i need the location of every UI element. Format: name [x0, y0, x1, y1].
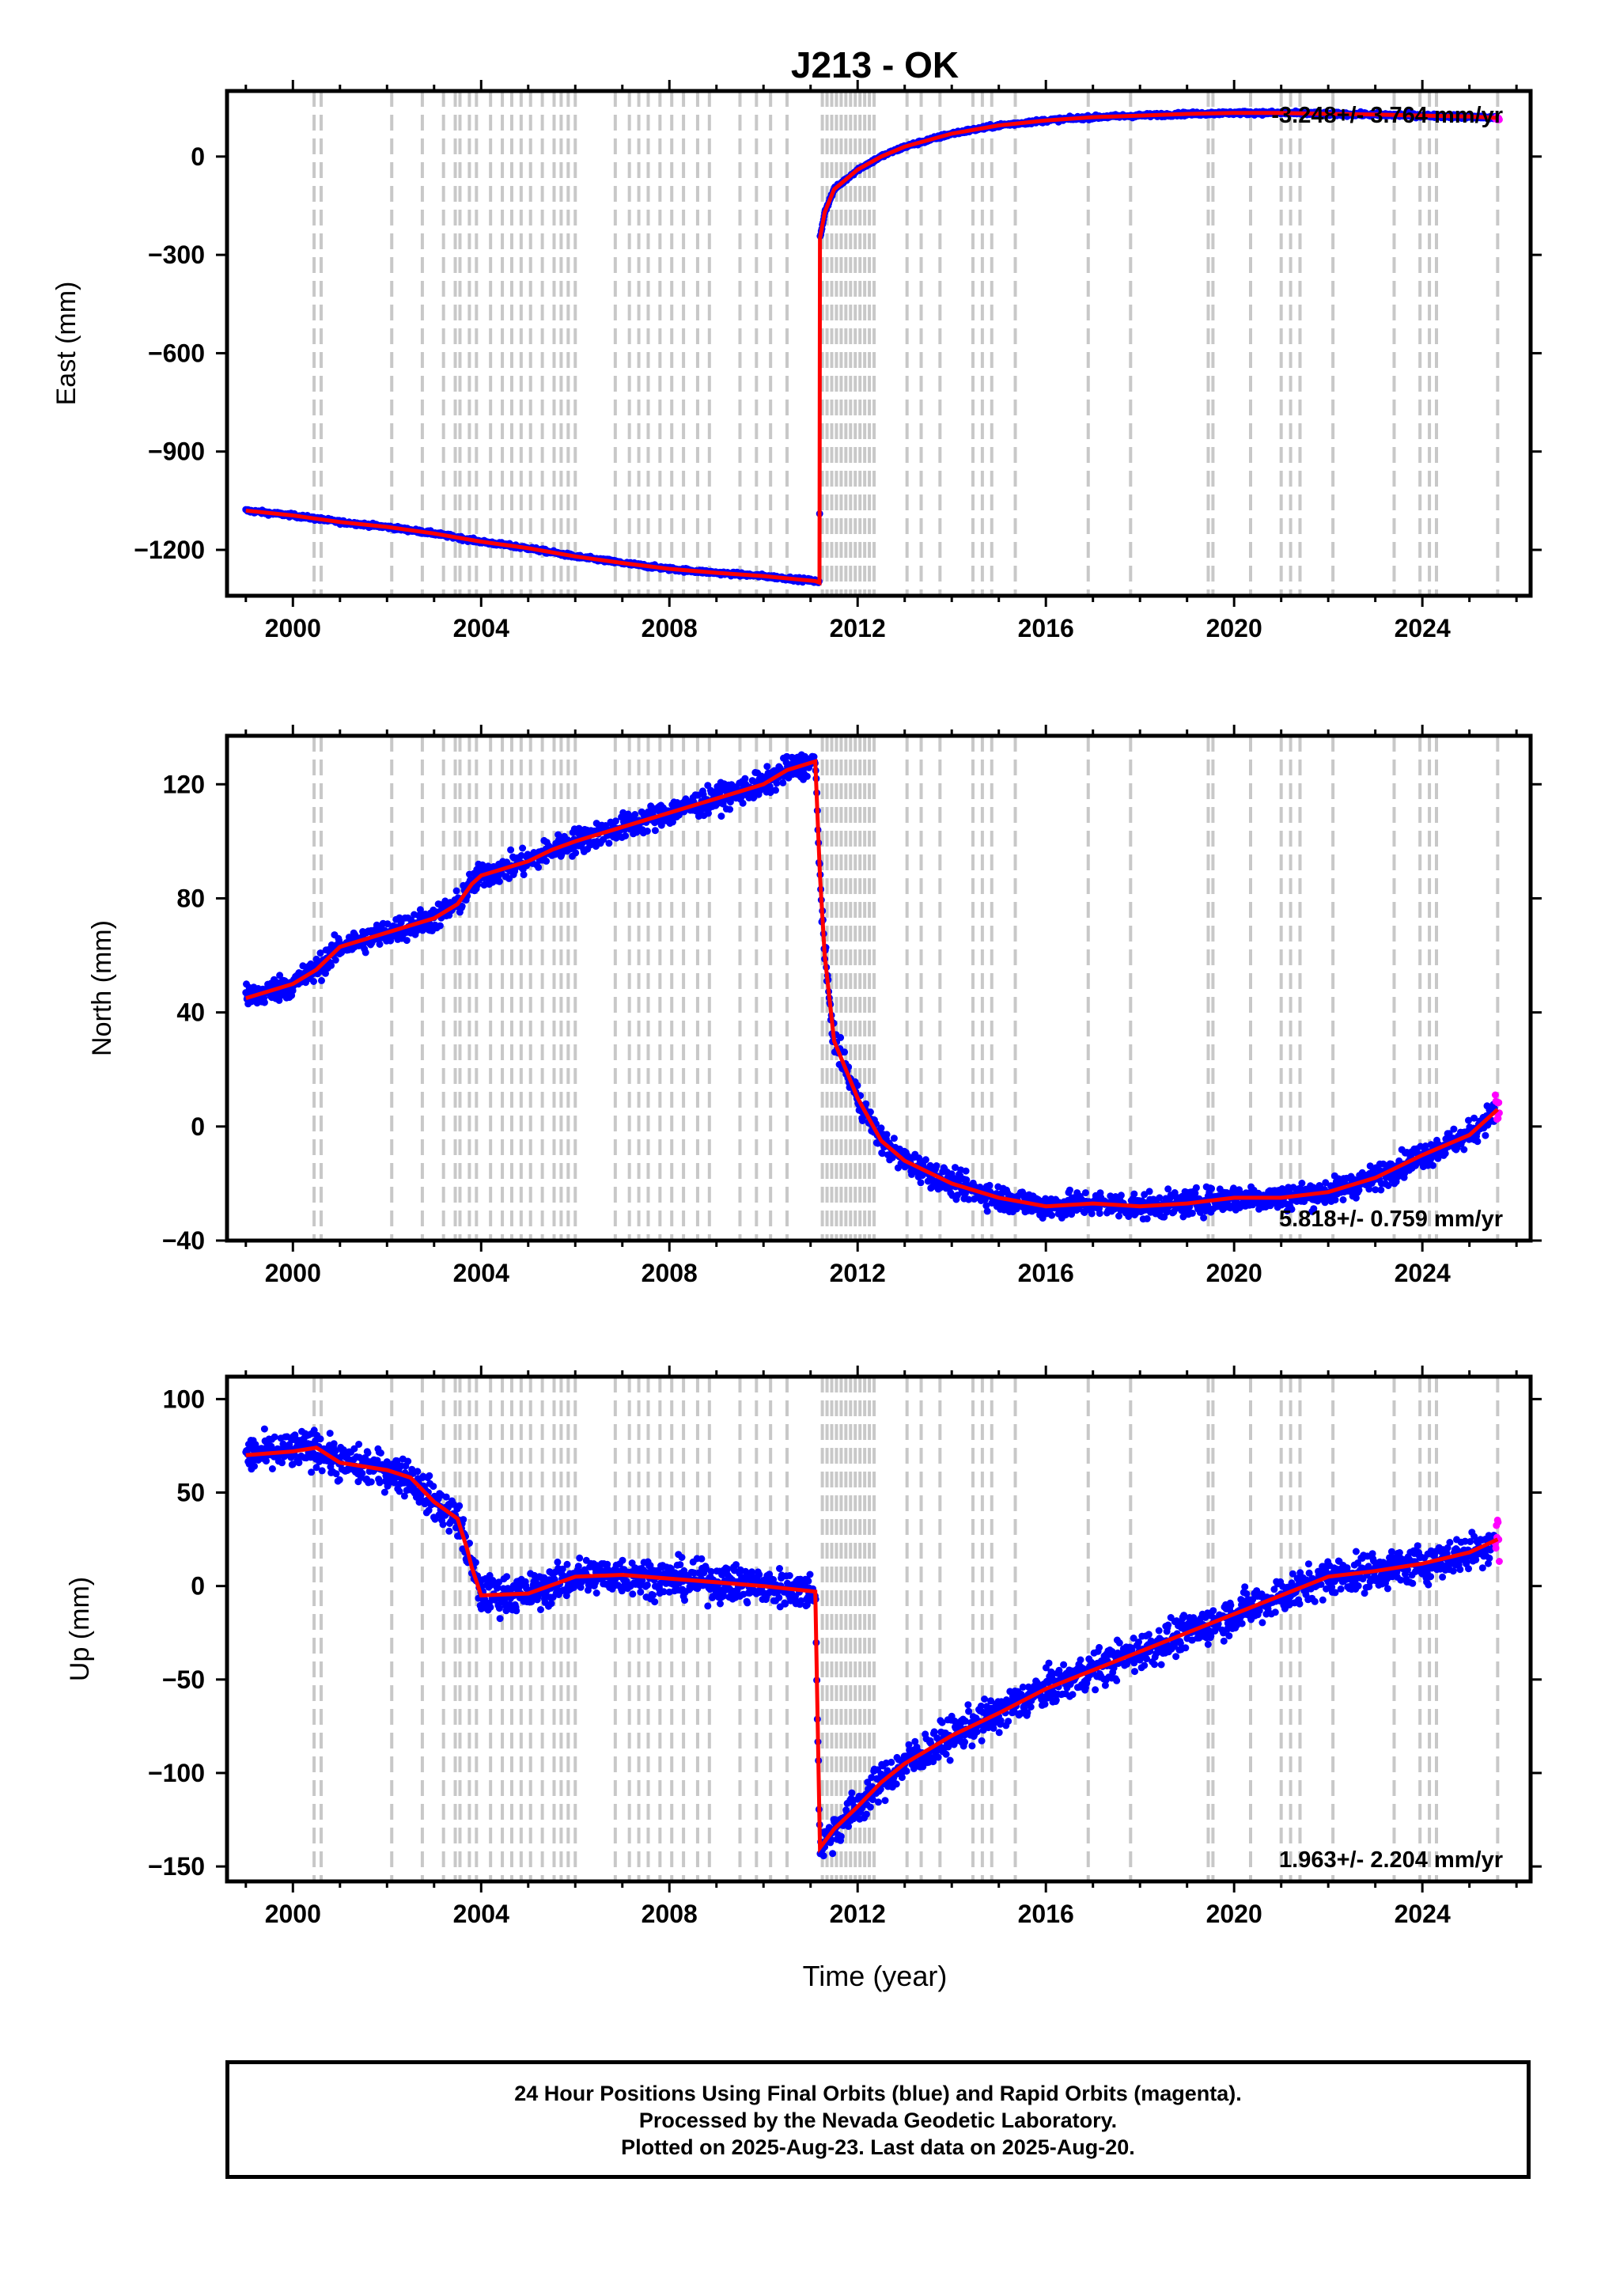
- final-orbit-points: [242, 107, 1499, 586]
- footer-line-3: Plotted on 2025-Aug-23. Last data on 202…: [621, 2135, 1135, 2159]
- y-tick-label: −100: [148, 1759, 205, 1787]
- chart-title: J213 - OK: [791, 44, 959, 85]
- x-tick-label: 2000: [265, 1259, 321, 1287]
- x-tick-label: 2024: [1395, 1259, 1451, 1287]
- observations: [242, 107, 1503, 586]
- x-tick-label: 2016: [1018, 1900, 1074, 1928]
- rate-label: 5.818+/- 0.759 mm/yr: [1279, 1207, 1503, 1232]
- footer-line-2: Processed by the Nevada Geodetic Laborat…: [638, 2108, 1118, 2132]
- plot-frame: [225, 733, 1533, 1243]
- x-tick-label: 2020: [1206, 1259, 1262, 1287]
- y-tick-label: −300: [148, 241, 205, 269]
- x-tick-label: 2012: [830, 1900, 886, 1928]
- x-tick-label: 2000: [265, 1900, 321, 1928]
- rapid-orbit-points: [1491, 1516, 1503, 1565]
- x-tick-label: 2012: [830, 614, 886, 642]
- y-tick-label: −900: [148, 438, 205, 466]
- y-axis-label: Up (mm): [65, 1577, 95, 1681]
- x-tick-label: 2016: [1018, 1259, 1074, 1287]
- x-tick-label: 2004: [453, 614, 509, 642]
- y-axis-label: North (mm): [87, 920, 117, 1056]
- x-tick-label: 2016: [1018, 614, 1074, 642]
- y-tick-label: 0: [191, 1572, 205, 1601]
- y-tick-label: −40: [162, 1226, 205, 1255]
- y-axis-label: East (mm): [51, 282, 81, 406]
- x-tick-label: 2024: [1395, 614, 1451, 642]
- plot-frame: [225, 89, 1533, 598]
- observations: [242, 751, 1503, 1223]
- x-axis-label: Time (year): [803, 1960, 948, 1992]
- x-tick-label: 2008: [642, 614, 698, 642]
- y-tick-label: 0: [191, 142, 205, 171]
- model-line: [245, 1445, 1499, 1854]
- x-tick-label: 2008: [642, 1900, 698, 1928]
- model-line: [245, 111, 1498, 586]
- up-panel: 2000 2004 2008 2012 2016 2020 2024 100 50 0 −50 −10…: [65, 1366, 1542, 1928]
- x-tick-label: 2004: [453, 1259, 509, 1287]
- x-tick-label: 2000: [265, 614, 321, 642]
- x-tick-label: 2020: [1206, 1900, 1262, 1928]
- y-tick-label: 50: [176, 1479, 205, 1507]
- y-tick-label: 80: [176, 884, 205, 912]
- y-tick-label: −150: [148, 1852, 205, 1881]
- y-tick-label: −50: [162, 1665, 205, 1694]
- y-tick-label: −1200: [134, 536, 205, 564]
- east-panel: 2000 2004 2008 2012 2016 2020 2024 0 −300 −600 −90…: [51, 80, 1542, 642]
- rate-label: 1.963+/- 2.204 mm/yr: [1279, 1847, 1503, 1873]
- y-tick-label: 0: [191, 1112, 205, 1141]
- y-tick-label: 40: [176, 998, 205, 1027]
- footer-line-1: 24 Hour Positions Using Final Orbits (bl…: [514, 2082, 1242, 2105]
- x-tick-label: 2008: [642, 1259, 698, 1287]
- plot-frame: [225, 1374, 1533, 1884]
- north-panel: 2000 2004 2008 2012 2016 2020 2024 120 80 40 0 −40 N…: [87, 725, 1542, 1287]
- y-tick-label: 100: [163, 1385, 205, 1413]
- y-tick-label: 120: [163, 770, 205, 798]
- x-tick-label: 2020: [1206, 614, 1262, 642]
- y-tick-label: −600: [148, 339, 205, 367]
- x-tick-label: 2024: [1395, 1900, 1451, 1928]
- rate-label: -3.248+/- 3.764 mm/yr: [1271, 103, 1503, 128]
- x-tick-label: 2012: [830, 1259, 886, 1287]
- footer-box: 24 Hour Positions Using Final Orbits (bl…: [225, 2060, 1531, 2179]
- model-line: [245, 759, 1500, 1209]
- x-tick-label: 2004: [453, 1900, 509, 1928]
